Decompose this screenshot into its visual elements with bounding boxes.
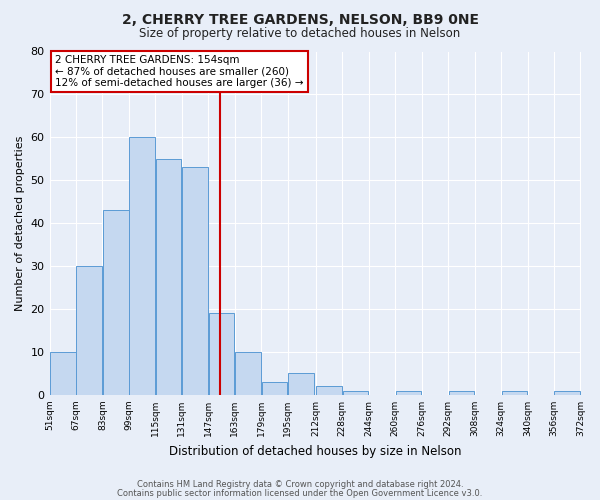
Bar [343,390,368,395]
X-axis label: Distribution of detached houses by size in Nelson: Distribution of detached houses by size … [169,444,461,458]
Bar [156,159,181,395]
Text: Contains HM Land Registry data © Crown copyright and database right 2024.: Contains HM Land Registry data © Crown c… [137,480,463,489]
Bar [76,266,102,395]
Bar [554,390,580,395]
Bar [103,210,128,395]
Text: 2, CHERRY TREE GARDENS, NELSON, BB9 0NE: 2, CHERRY TREE GARDENS, NELSON, BB9 0NE [121,12,479,26]
Bar [316,386,342,395]
Y-axis label: Number of detached properties: Number of detached properties [15,136,25,311]
Bar [209,314,235,395]
Bar [449,390,474,395]
Bar [262,382,287,395]
Bar [235,352,261,395]
Bar [182,168,208,395]
Text: Size of property relative to detached houses in Nelson: Size of property relative to detached ho… [139,28,461,40]
Bar [395,390,421,395]
Bar [288,374,314,395]
Text: Contains public sector information licensed under the Open Government Licence v3: Contains public sector information licen… [118,488,482,498]
Bar [130,138,155,395]
Text: 2 CHERRY TREE GARDENS: 154sqm
← 87% of detached houses are smaller (260)
12% of : 2 CHERRY TREE GARDENS: 154sqm ← 87% of d… [55,55,304,88]
Bar [502,390,527,395]
Bar [50,352,76,395]
